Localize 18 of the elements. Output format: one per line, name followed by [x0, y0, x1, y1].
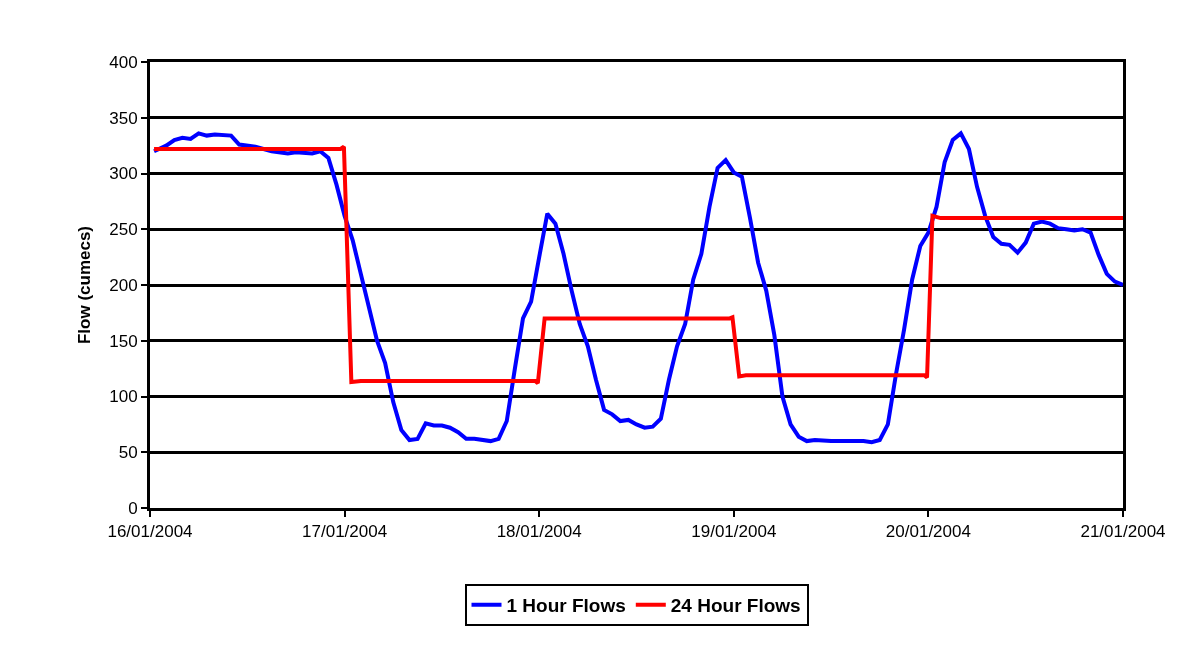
- y-tick-label: 200: [109, 275, 138, 295]
- x-tick-label: 20/01/2004: [885, 522, 971, 542]
- y-tick-label: 350: [109, 108, 138, 128]
- y-tick-label: 250: [109, 220, 138, 240]
- y-tick-label: 300: [109, 164, 138, 184]
- y-tick-label: 400: [109, 52, 138, 72]
- y-tick-label: 0: [128, 498, 138, 518]
- x-tick-label: 18/01/2004: [496, 522, 582, 542]
- y-tick-label: 50: [118, 443, 138, 463]
- y-tick-label: 150: [109, 331, 138, 351]
- y-tick-label: 100: [109, 387, 138, 407]
- x-tick-label: 16/01/2004: [107, 522, 193, 542]
- y-axis-title: Flow (cumecs): [74, 225, 94, 345]
- x-tick-label: 19/01/2004: [691, 522, 777, 542]
- legend-label: 1 Hour Flows: [506, 595, 626, 617]
- legend-label: 24 Hour Flows: [670, 595, 801, 617]
- x-tick-label: 17/01/2004: [302, 522, 388, 542]
- x-tick-label: 21/01/2004: [1080, 522, 1166, 542]
